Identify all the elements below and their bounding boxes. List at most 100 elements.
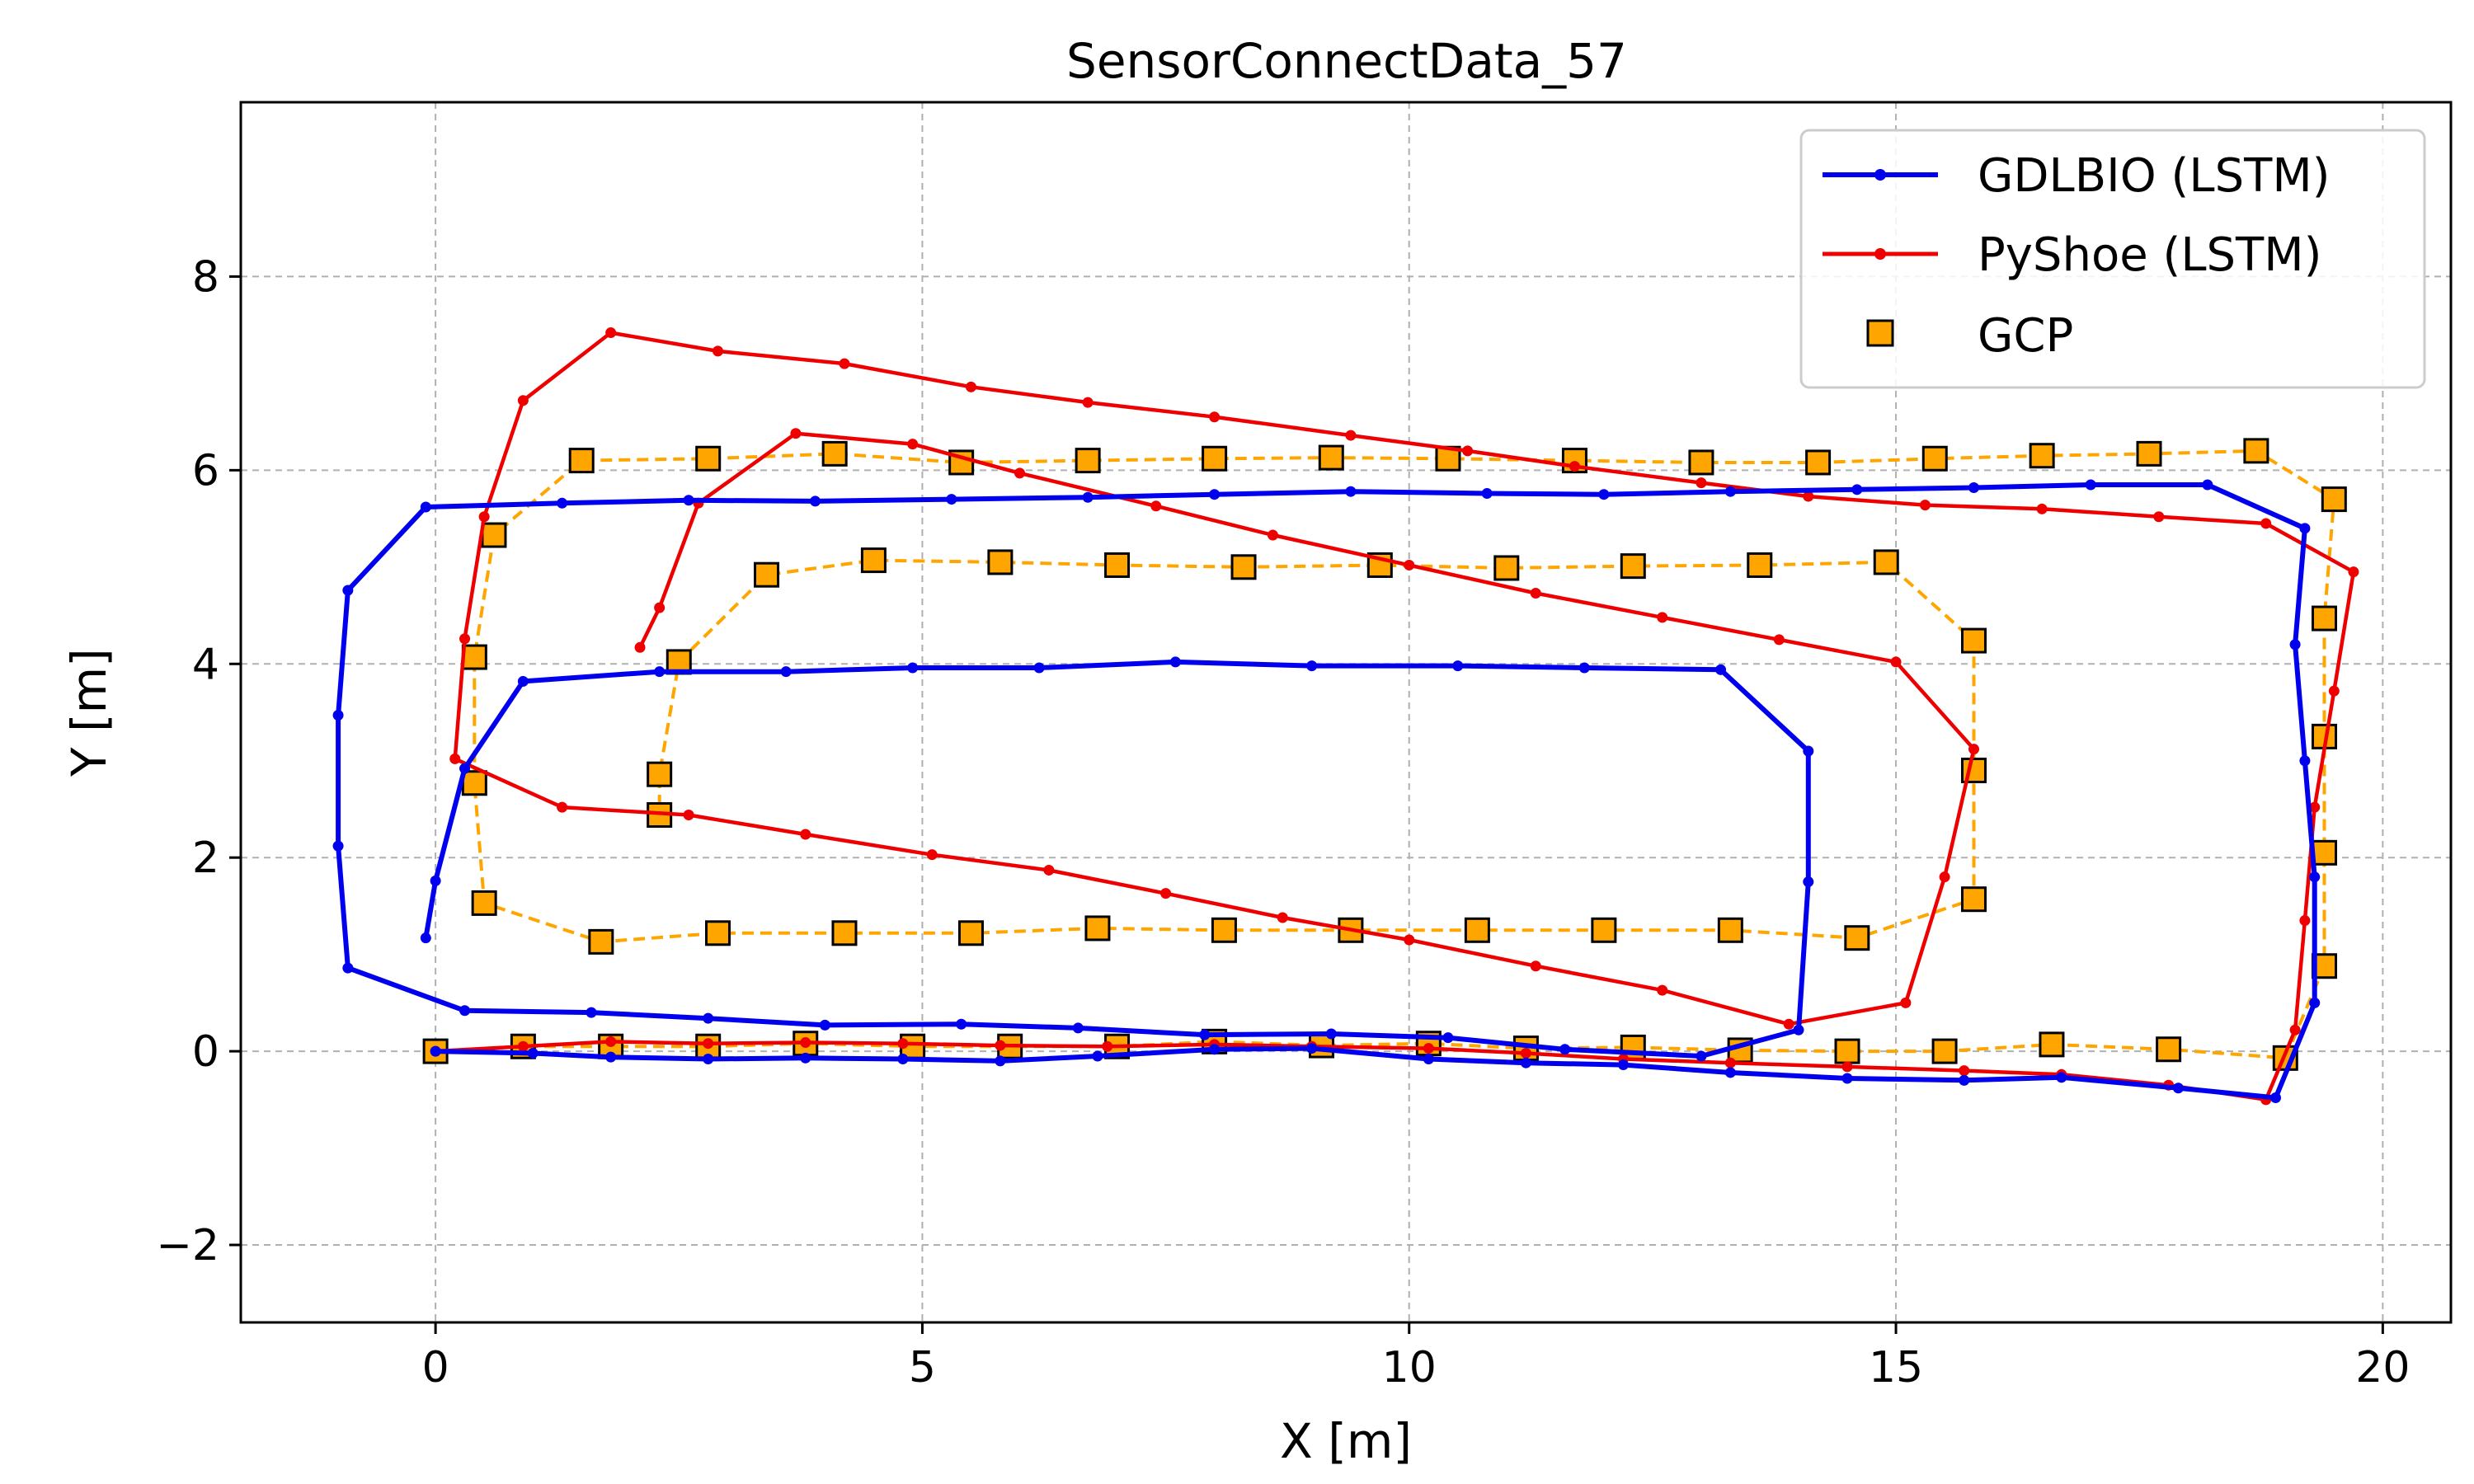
- gcp-marker: [1318, 444, 1344, 471]
- data-point: [2202, 479, 2213, 491]
- data-point: [1900, 997, 1912, 1008]
- data-point: [1939, 871, 1950, 883]
- data-point: [1267, 529, 1278, 541]
- y-tick-label: −2: [156, 1221, 219, 1270]
- data-point: [1851, 484, 1863, 495]
- gcp-marker: [461, 770, 487, 796]
- gcp-marker: [1873, 549, 1899, 575]
- data-point: [1520, 1057, 1531, 1068]
- data-point: [430, 1045, 441, 1057]
- data-point: [1442, 1032, 1454, 1044]
- gcp-marker: [1834, 1038, 1860, 1064]
- y-tick-label: 2: [192, 834, 219, 883]
- data-point: [907, 439, 919, 450]
- data-point: [2299, 755, 2311, 767]
- gcp-marker: [2136, 440, 2162, 467]
- data-point: [1793, 1024, 1804, 1036]
- data-point: [1657, 984, 1668, 996]
- data-point: [2036, 503, 2048, 514]
- data-point: [557, 801, 568, 813]
- plot-frame: [239, 101, 2453, 1324]
- data-point: [800, 1037, 811, 1049]
- data-point: [420, 501, 431, 513]
- gcp-marker: [2321, 486, 2347, 513]
- data-point: [459, 1005, 471, 1017]
- series-pyshoe-lstm: [430, 327, 2359, 1106]
- gcp-marker: [1104, 552, 1131, 578]
- gcp-marker: [2312, 605, 2338, 632]
- data-point: [459, 763, 471, 774]
- data-point: [1072, 1022, 1084, 1034]
- data-point: [2260, 518, 2272, 529]
- data-point: [946, 494, 957, 505]
- data-point: [1345, 486, 1357, 497]
- x-tick-label: 0: [422, 1343, 449, 1392]
- x-axis-label: X [m]: [1280, 1413, 1412, 1469]
- data-point: [703, 1054, 714, 1065]
- data-point: [517, 1040, 529, 1052]
- series-layer: [332, 327, 2359, 1106]
- gcp-marker: [695, 445, 722, 472]
- data-point: [1306, 1043, 1318, 1054]
- gcp-marker: [948, 449, 975, 476]
- data-point: [800, 1052, 811, 1064]
- data-point: [605, 327, 617, 339]
- legend-gdlbio-marker: [1874, 169, 1886, 181]
- data-point: [683, 810, 694, 821]
- data-point: [605, 1036, 617, 1047]
- data-point: [430, 875, 441, 886]
- data-point: [1841, 1073, 1853, 1084]
- data-point: [1423, 1043, 1434, 1054]
- legend-pyshoe-label: PyShoe (LSTM): [1978, 228, 2321, 282]
- gcp-marker: [987, 549, 1014, 575]
- data-point: [1404, 559, 1415, 571]
- data-point: [527, 1047, 539, 1059]
- data-point: [459, 633, 471, 645]
- gcp-marker: [471, 890, 497, 916]
- data-point: [1841, 1061, 1853, 1073]
- data-point: [810, 495, 821, 507]
- gcp-marker: [1230, 554, 1257, 580]
- data-point: [995, 1055, 1006, 1067]
- data-point: [1325, 1028, 1337, 1040]
- gcp-marker: [1202, 445, 1228, 472]
- data-point: [1657, 612, 1668, 623]
- data-point: [790, 428, 802, 439]
- data-point: [2172, 1082, 2184, 1094]
- data-point: [2309, 997, 2321, 1008]
- data-point: [1209, 489, 1221, 500]
- gcp-marker: [1717, 917, 1743, 943]
- data-point: [1481, 488, 1493, 500]
- data-point: [2309, 871, 2321, 883]
- legend-gcp-label: GCP: [1978, 309, 2073, 363]
- data-point: [800, 829, 811, 840]
- gcp-marker: [568, 448, 595, 474]
- gcp-marker: [1960, 886, 1987, 913]
- x-tick-label: 20: [2355, 1343, 2410, 1392]
- data-point: [1968, 481, 1979, 493]
- gcp-marker: [1620, 553, 1646, 580]
- data-point: [517, 675, 529, 687]
- gcp-marker: [2312, 839, 2338, 866]
- data-point: [2309, 801, 2321, 813]
- y-tick-label: 0: [192, 1027, 219, 1077]
- data-point: [1724, 1057, 1736, 1068]
- data-point: [1919, 500, 1931, 511]
- data-point: [1530, 960, 1541, 972]
- data-point: [1209, 1044, 1221, 1055]
- gcp-marker: [1921, 445, 1948, 472]
- data-point: [839, 358, 850, 369]
- data-point: [2328, 685, 2340, 697]
- data-point: [1968, 744, 1979, 755]
- gcp-marker: [481, 522, 507, 548]
- data-point: [1959, 1065, 1970, 1077]
- gcp-marker: [647, 761, 673, 787]
- gcp-marker: [1805, 449, 1832, 476]
- data-point: [1696, 1050, 1707, 1062]
- gcp-marker: [1960, 627, 1987, 654]
- data-point: [1209, 411, 1221, 423]
- gcp-marker: [1084, 915, 1111, 942]
- data-point: [2289, 1024, 2301, 1036]
- x-tick-label: 10: [1382, 1343, 1437, 1392]
- legend-pyshoe-marker: [1874, 248, 1886, 260]
